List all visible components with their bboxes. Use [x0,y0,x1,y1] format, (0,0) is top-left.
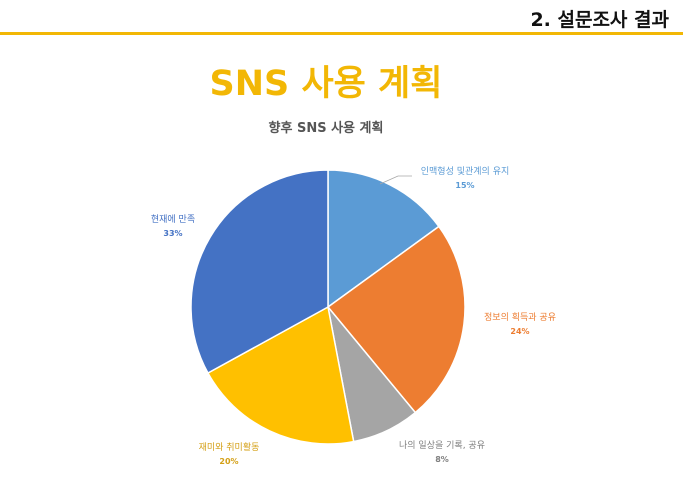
leader-line [379,175,412,185]
pie-slice-3 [206,305,355,445]
slice-label-4: 현재에 만족 33% [128,214,218,240]
slice-label-1-name: 정보의 획득과 공유 [484,313,556,323]
slide-title: SNS 사용 계획 [209,64,443,104]
pie-slice-0 [327,169,440,309]
pie-slice-1 [326,225,466,414]
pie-slice-4 [190,169,329,375]
slice-label-1: 정보의 획득과 공유 24% [465,312,575,338]
slice-label-3-value: 20% [219,457,239,466]
slice-label-2: 나의 일상을 기록, 공유 8% [382,440,502,466]
slice-label-2-name: 나의 일상을 기록, 공유 [399,441,485,451]
slice-label-4-value: 33% [163,229,183,238]
slice-label-0-name: 인맥형성 및관계의 유지 [420,167,510,177]
slice-label-1-value: 24% [510,327,530,336]
header-rule [0,32,683,35]
slice-label-4-name: 현재에 만족 [150,215,196,225]
section-title: 2. 설문조사 결과 [530,9,669,31]
slice-label-3-name: 재미와 취미활동 [198,443,260,453]
slice-label-0-value: 15% [455,181,475,190]
chart-title: 향후 SNS 사용 계획 [268,121,384,136]
slice-label-0: 인맥형성 및관계의 유지 15% [410,166,520,192]
slice-label-3: 재미와 취미활동 20% [174,442,284,468]
slice-label-2-value: 8% [435,455,449,464]
